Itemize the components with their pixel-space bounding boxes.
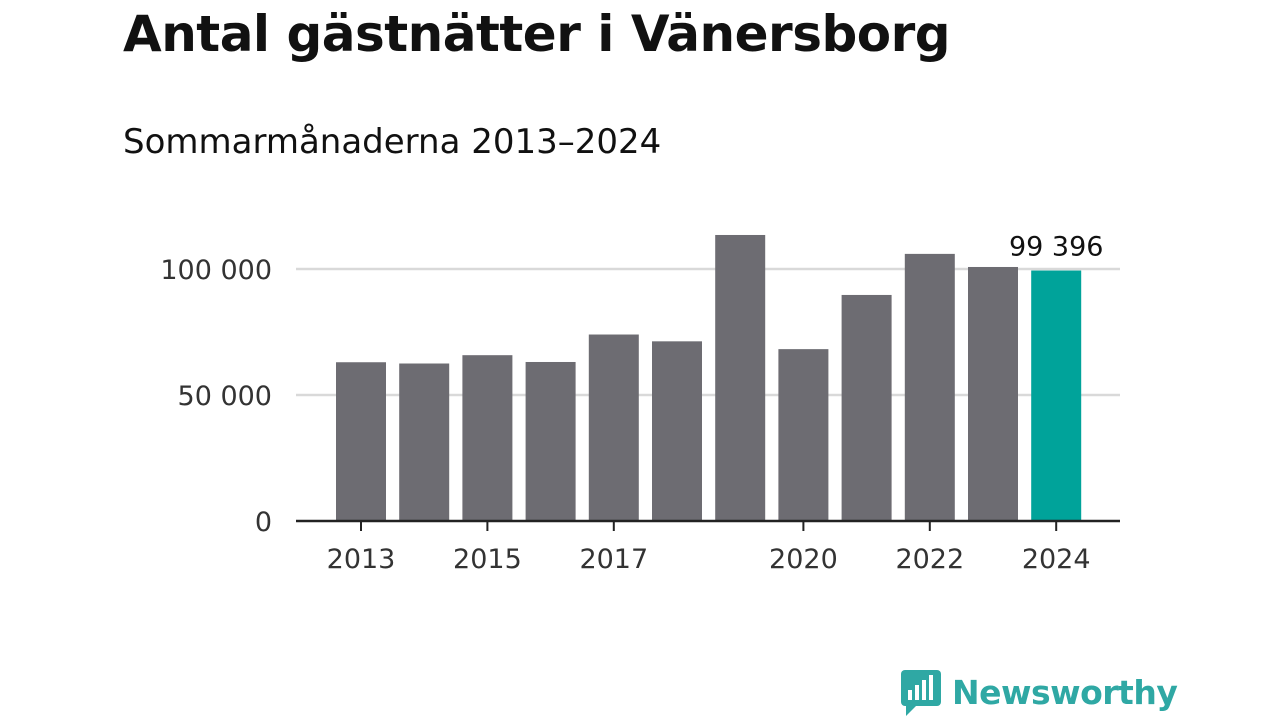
y-tick-label: 50 000	[178, 381, 272, 412]
x-tick-label: 2013	[327, 544, 396, 575]
chart-title: Antal gästnätter i Vänersborg	[123, 5, 951, 63]
x-tick-label: 2017	[579, 544, 648, 575]
chart-subtitle: Sommarmånaderna 2013–2024	[123, 122, 662, 162]
bar-2020	[778, 349, 829, 521]
logo-text: Newsworthy	[952, 673, 1178, 712]
bar-2014	[399, 363, 450, 521]
bar-chart-speech-bubble-icon	[901, 670, 941, 716]
label-layer: 0 50 000 100 000 99 396 2013 2015 2017 2020 2022…	[160, 232, 1103, 575]
bar-2015	[462, 355, 513, 521]
y-tick-label: 0	[255, 507, 272, 538]
axis-layer	[296, 519, 1120, 531]
bar-2024	[1031, 270, 1082, 521]
bar-2021	[841, 294, 892, 521]
bar-layer	[336, 234, 1082, 522]
bar-2017	[588, 334, 639, 521]
bar-2019	[715, 234, 766, 522]
bar-2013	[336, 362, 386, 521]
y-tick-label: 100 000	[160, 255, 272, 286]
bar-2018	[652, 341, 702, 521]
x-tick-label: 2015	[453, 544, 522, 575]
bar-2022	[904, 253, 955, 521]
x-tick-label: 2024	[1022, 544, 1091, 575]
highlight-value-label: 99 396	[1009, 232, 1103, 263]
newsworthy-logo: Newsworthy	[900, 668, 1178, 718]
x-tick-label: 2022	[895, 544, 964, 575]
bar-2023	[968, 266, 1018, 521]
bar-2016	[525, 361, 576, 521]
x-tick-label: 2020	[769, 544, 838, 575]
